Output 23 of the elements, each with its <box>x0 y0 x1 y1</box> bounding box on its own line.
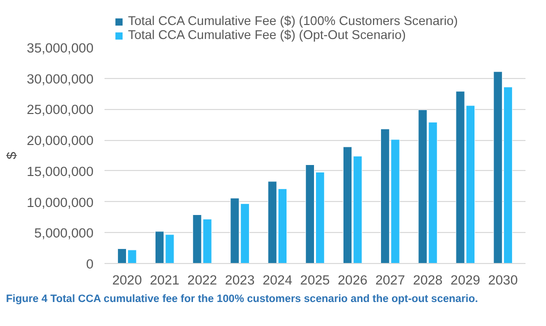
x-tick-label: 2022 <box>187 272 218 288</box>
y-tick-label: 15,000,000 <box>26 164 94 179</box>
y-axis-title: $ <box>4 151 19 160</box>
x-tick-label: 2027 <box>375 272 406 288</box>
x-tick-label: 2021 <box>150 272 180 288</box>
caption: Figure 4 Total CCA cumulative fee for the 100% customers scenario and the opt-out scenario. <box>6 292 478 307</box>
y-tick-label: 35,000,000 <box>26 40 94 56</box>
x-tick-label: 2020 <box>112 272 142 288</box>
legend-label: Total CCA Cumulative Fee ($) (Opt-Out Scenario) <box>128 28 406 42</box>
legend-label: Total CCA Cumulative Fee ($) (100% Customers Scenario) <box>128 14 458 28</box>
y-tick-label: 5,000,000 <box>34 226 94 241</box>
x-tick-label: 2024 <box>262 272 293 288</box>
y-tick-label: 0 <box>86 256 94 272</box>
y-tick-label: 10,000,000 <box>26 194 94 210</box>
x-tick-label: 2026 <box>338 272 368 288</box>
x-tick-label: 2029 <box>450 272 480 288</box>
y-tick-label: 25,000,000 <box>26 102 94 118</box>
y-tick-label: 20,000,000 <box>26 133 94 148</box>
x-tick-label: 2030 <box>488 272 518 288</box>
y-tick-label: 30,000,000 <box>26 71 94 86</box>
x-tick-label: 2028 <box>412 272 443 288</box>
x-tick-label: 2023 <box>224 272 255 288</box>
x-tick-label: 2025 <box>300 272 330 288</box>
